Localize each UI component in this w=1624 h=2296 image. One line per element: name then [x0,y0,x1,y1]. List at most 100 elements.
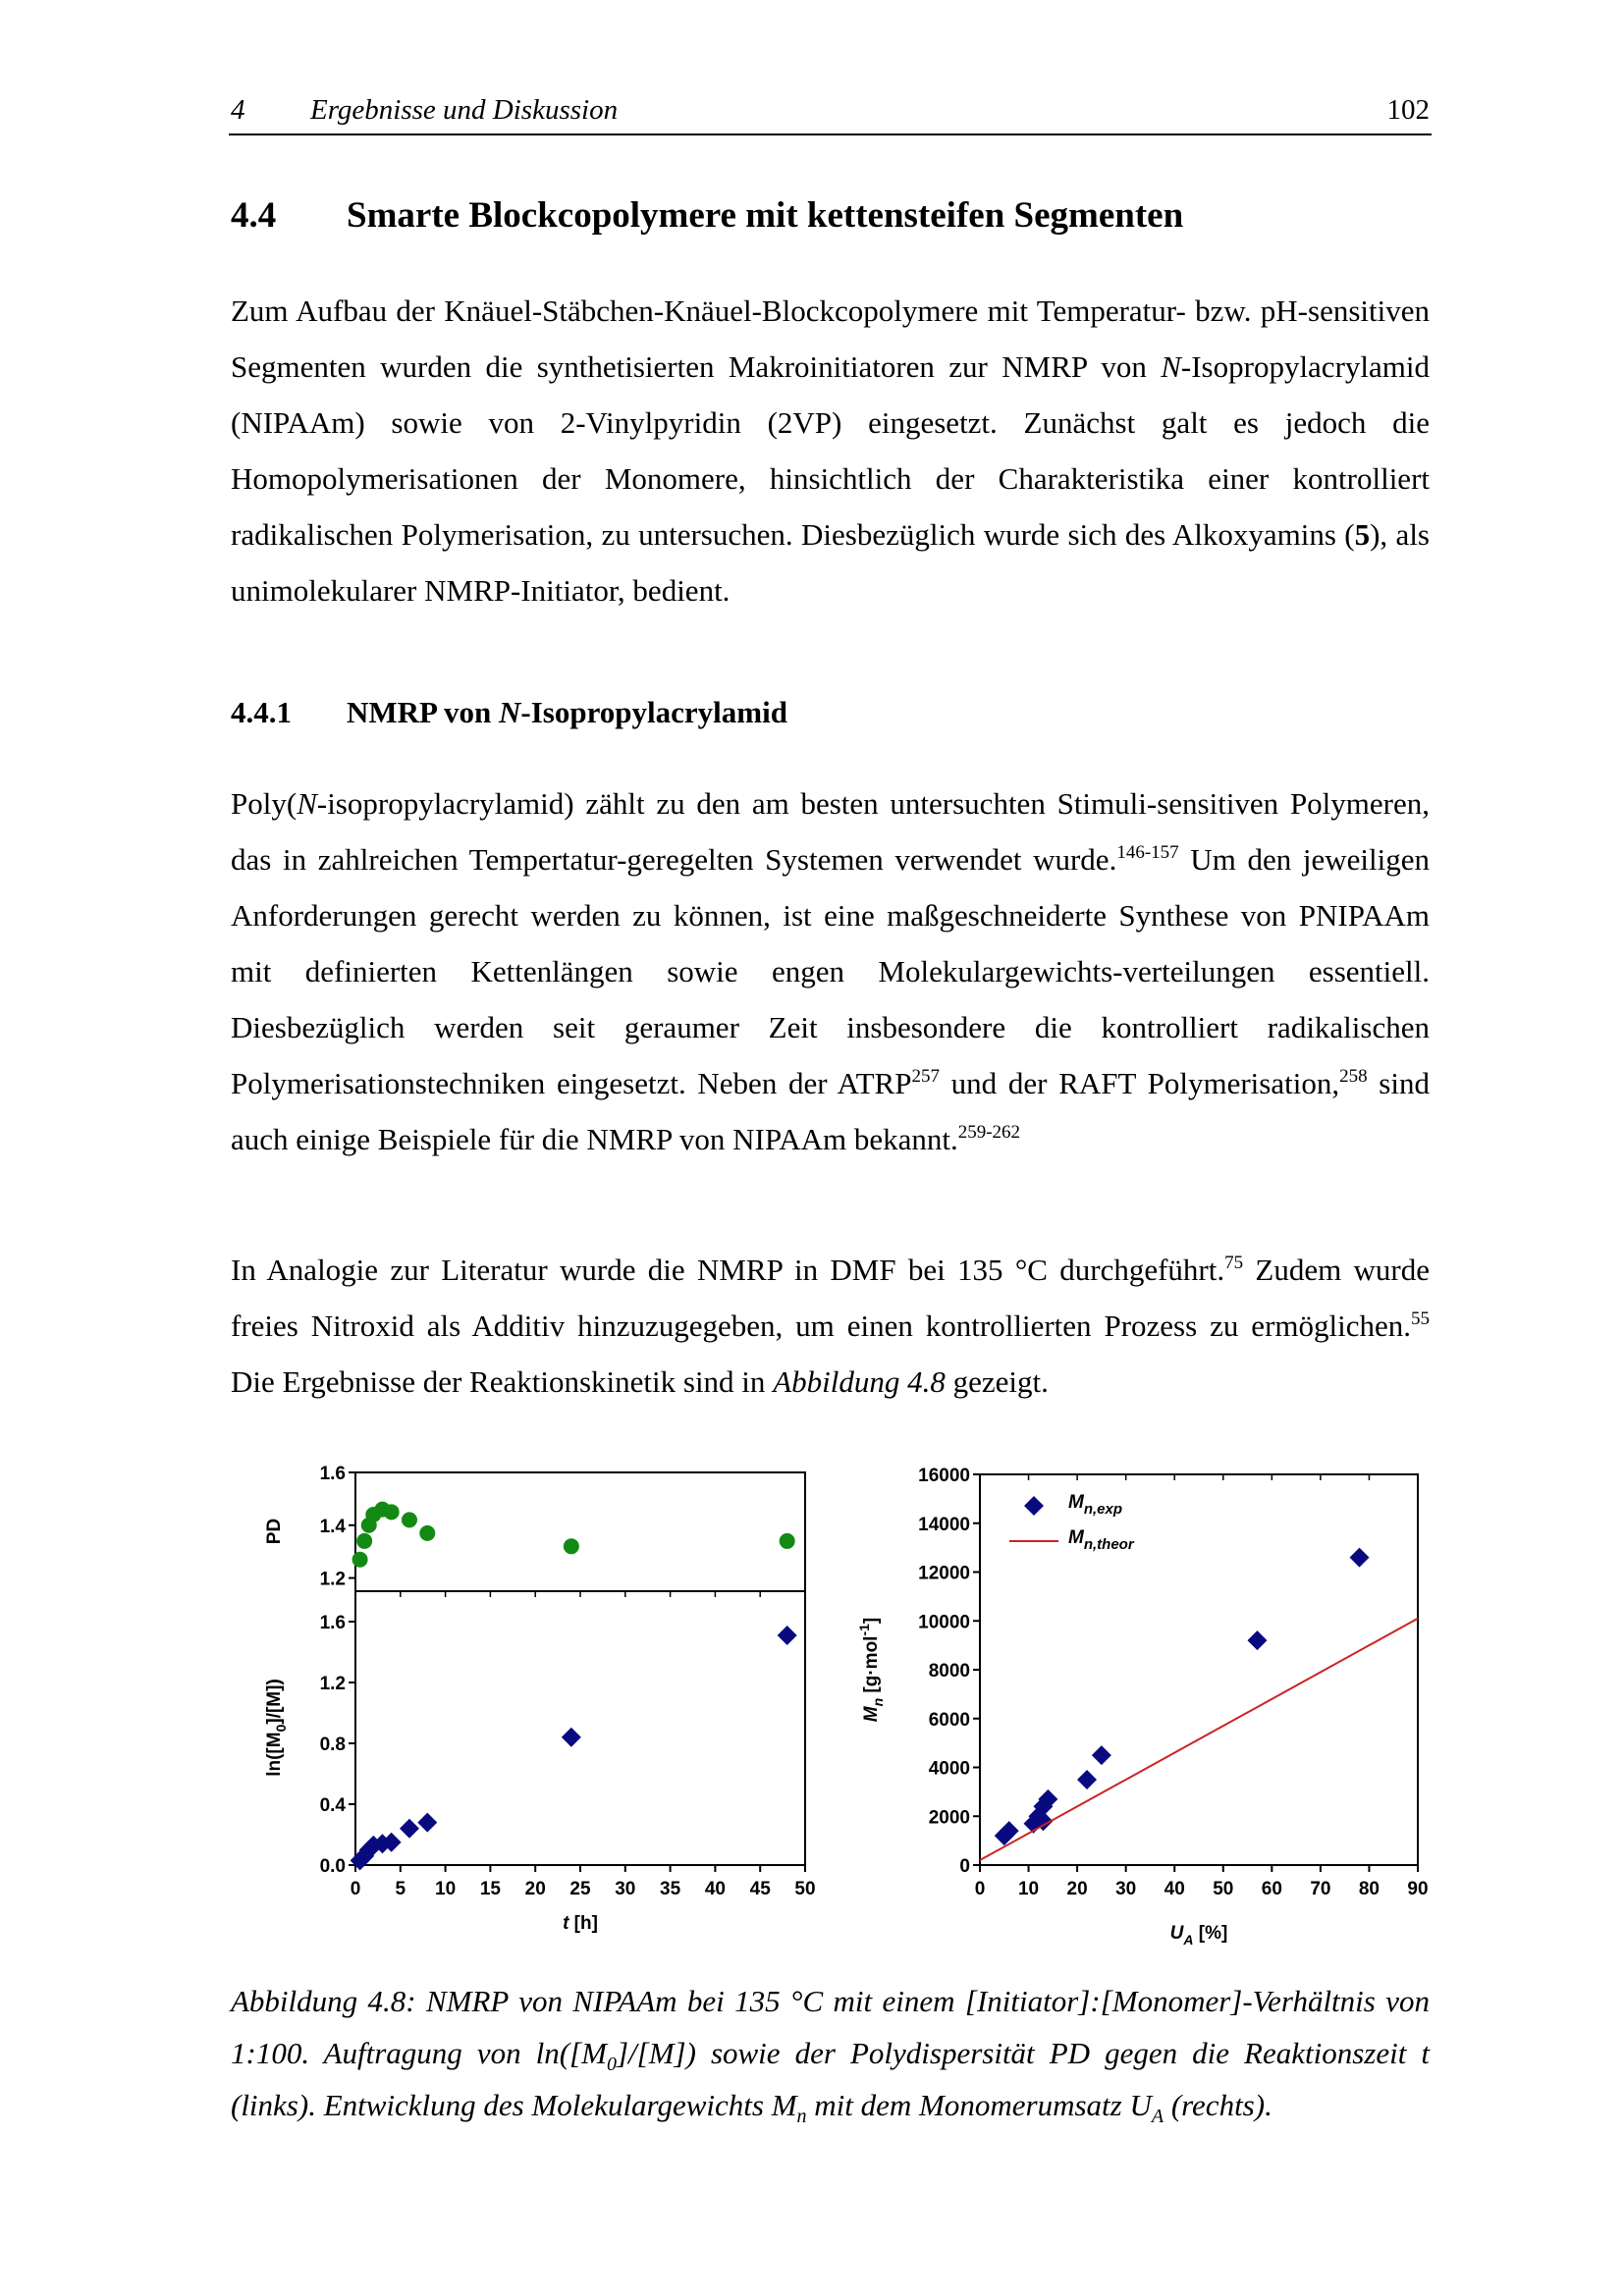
header-chapter: 4 [231,94,245,126]
text: n [796,2106,807,2128]
y-tick-label: 12000 [918,1564,970,1584]
text: 0 [606,2054,617,2076]
x-tick-label: 20 [525,1879,546,1899]
text: N [297,786,317,821]
x-tick-label: 20 [1067,1879,1088,1899]
text: A [1182,1932,1193,1948]
text: [h] [568,1913,598,1934]
paragraph: In Analogie zur Literatur wurde die NMRP… [231,1242,1430,1410]
data-point [363,1835,384,1855]
x-tick-label: 0 [975,1879,986,1899]
y-tick-label: 6000 [929,1710,970,1731]
x-tick-label: 0 [351,1879,361,1899]
text: Um den jeweiligen Anforderungen gerecht … [231,842,1430,1100]
data-point [383,1504,400,1521]
data-point [1077,1769,1098,1789]
data-point [399,1818,419,1839]
y-axis-label: Mn [g·mol-1] [856,1618,886,1723]
text: und der RAFT Polymerisation, [939,1066,1340,1100]
paragraph: Zum Aufbau der Knäuel-Stäbchen-Knäuel-Bl… [231,283,1430,618]
data-point [419,1524,436,1541]
text: NMRP von [347,695,499,729]
x-tick-label: 30 [1115,1879,1136,1899]
data-point [563,1538,579,1555]
data-point [1247,1630,1268,1651]
data-point [1349,1547,1370,1568]
data-point [779,1532,795,1549]
legend-label: Mn,theor [1068,1527,1135,1553]
text: N [1161,349,1181,384]
x-tick-label: 25 [569,1879,591,1899]
citation: 258 [1339,1066,1368,1087]
legend-marker [1024,1496,1044,1516]
x-tick-label: 10 [1018,1879,1039,1899]
citation: 75 [1224,1253,1244,1273]
y-tick-label: 1.6 [320,1613,346,1633]
y-tick-label: 2000 [929,1807,970,1828]
text: (rechts). [1164,2088,1272,2122]
text: ]/[M]) [264,1679,285,1724]
x-tick-label: 40 [705,1879,726,1899]
paragraph: Poly(N-isopropylacrylamid) zählt zu den … [231,775,1430,1167]
legend-label: Mn,exp [1068,1492,1122,1518]
data-point [1033,1811,1054,1832]
data-point [417,1812,438,1833]
text: gezeigt. [945,1364,1049,1399]
text: Poly( [231,786,298,821]
x-tick-label: 45 [750,1879,772,1899]
data-point [401,1512,417,1528]
x-tick-label: 15 [480,1879,502,1899]
figure-caption: Abbildung 4.8: NMRP von NIPAAm bei 135 °… [231,1975,1430,2131]
data-point [1038,1789,1058,1809]
text: ] [861,1618,882,1624]
y-tick-label: 0.4 [320,1795,347,1816]
x-tick-label: 5 [396,1879,406,1899]
x-tick-label: 80 [1359,1879,1380,1899]
text: M [861,1705,882,1722]
subsection-title: NMRP von N-Isopropylacrylamid [347,695,787,730]
text: [g·mol [861,1636,882,1698]
y-tick-label: 1.2 [320,1674,346,1694]
text: U [1170,1923,1185,1944]
header-page: 102 [1386,94,1431,126]
y-tick-label: 14000 [918,1515,970,1535]
data-point [999,1821,1019,1842]
y-tick-label: 1.6 [320,1464,346,1484]
x-tick-label: 60 [1262,1879,1282,1899]
data-point [354,1845,375,1866]
y-axis-label: PD [264,1519,285,1544]
y-tick-label: 1.4 [320,1517,347,1537]
x-tick-label: 40 [1164,1879,1185,1899]
text: n [870,1698,886,1707]
y-tick-label: 10000 [918,1612,970,1632]
text: Zum Aufbau der Knäuel-Stäbchen-Knäuel-Bl… [231,294,1430,384]
text: Abbildung 4.8 [773,1364,946,1399]
data-point [352,1551,368,1568]
text: -Isopropylacrylamid (NIPAAm) sowie von 2… [231,349,1430,552]
text: Abbildung 4.8: NMRP von NIPAAm bei 135 °… [231,1984,1430,2070]
data-point [777,1625,797,1645]
citation: 257 [911,1066,940,1087]
text: t [563,1913,569,1934]
y-tick-label: 0.0 [320,1856,346,1877]
y-tick-label: 16000 [918,1466,970,1486]
y-tick-label: 0 [959,1856,970,1877]
y-axis-label: ln([M0]/[M]) [264,1679,289,1777]
y-tick-label: 8000 [929,1661,970,1682]
text: ln([M [264,1732,285,1776]
section-number: 4.4 [231,195,277,236]
text: 0 [273,1724,289,1732]
citation: 55 [1411,1308,1430,1329]
x-tick-label: 70 [1310,1879,1330,1899]
text: sind auch einige Beispiele für die NMRP … [231,1066,1430,1156]
y-tick-label: 4000 [929,1759,970,1780]
text: PD [264,1519,285,1544]
subsection-number: 4.4.1 [231,695,292,729]
x-tick-label: 90 [1407,1879,1428,1899]
text: Die Ergebnisse der Reaktionskinetik sind… [231,1364,774,1399]
x-axis-label: t [h] [563,1913,598,1934]
text: Zudem wurde freies Nitroxid als Additiv … [231,1253,1430,1343]
text: -Isopropylacrylamid [520,695,787,729]
y-tick-label: 0.8 [320,1735,346,1755]
